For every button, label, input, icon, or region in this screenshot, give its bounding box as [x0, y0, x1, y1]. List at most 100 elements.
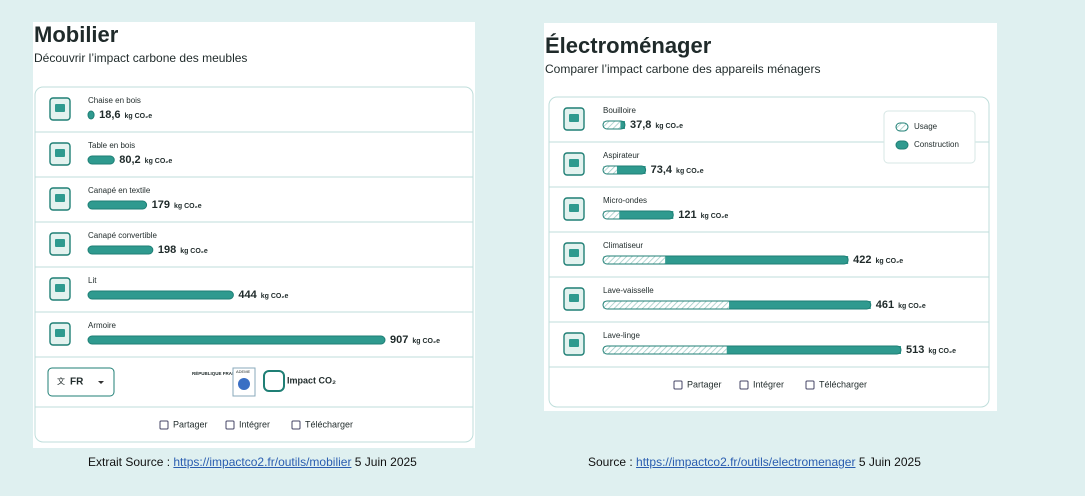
unit-label: kg CO₂e — [125, 113, 153, 120]
value-label: 461 — [876, 299, 894, 311]
caption: Extrait Source : https://impactco2.fr/ou… — [88, 455, 417, 469]
bar — [87, 110, 95, 120]
card — [34, 86, 474, 443]
unit-label: kg CO₂e — [928, 348, 956, 355]
button-label[interactable]: Intégrer — [239, 419, 270, 429]
value-label: 422 — [853, 254, 871, 266]
caption-prefix: Source : — [588, 455, 633, 469]
bar — [87, 245, 154, 255]
unit-label: kg CO₂e — [676, 168, 704, 175]
button-icon[interactable] — [805, 380, 815, 390]
panel-subtitle: Découvrir l’impact carbone des meubles — [34, 51, 247, 65]
caption-prefix: Extrait Source : — [88, 455, 171, 469]
value-label: 444 — [238, 289, 257, 301]
panel-title: Électroménager — [545, 33, 712, 58]
item-icon-detail — [55, 194, 65, 202]
item-label: Lave-linge — [603, 331, 640, 340]
bar-usage — [603, 256, 666, 264]
unit-label: kg CO₂e — [174, 203, 202, 210]
value-label: 80,2 — [119, 154, 140, 166]
logo-rf: RÉPUBLIQUE FRANÇAISE — [192, 369, 249, 376]
item-icon-detail — [55, 284, 65, 292]
bar-construction — [726, 346, 901, 354]
unit-label: kg CO₂e — [655, 123, 683, 130]
logo-impact-text: Impact CO₂ — [287, 375, 336, 385]
value-label: 37,8 — [630, 119, 651, 131]
item-label: Lave-vaisselle — [603, 286, 654, 295]
button-label[interactable]: Partager — [687, 379, 722, 389]
item-label: Bouilloire — [603, 106, 636, 115]
unit-label: kg CO₂e — [412, 338, 440, 345]
item-icon-detail — [569, 339, 579, 347]
bar-outline — [602, 255, 849, 265]
value-label: 73,4 — [651, 164, 673, 176]
legend-swatch — [895, 140, 909, 150]
button-label[interactable]: Intégrer — [753, 379, 784, 389]
item-label: Armoire — [88, 321, 117, 330]
item-icon-detail — [569, 159, 579, 167]
button-label[interactable]: Partager — [173, 419, 208, 429]
item-label: Canapé en textile — [88, 186, 151, 195]
item-label: Lit — [88, 276, 97, 285]
unit-label: kg CO₂e — [261, 293, 289, 300]
item-label: Chaise en bois — [88, 96, 141, 105]
item-icon-detail — [55, 329, 65, 337]
bar-outline — [602, 210, 674, 220]
button-label[interactable]: Télécharger — [305, 419, 353, 429]
unit-label: kg CO₂e — [701, 213, 729, 220]
item-icon-detail — [569, 114, 579, 122]
bar — [87, 155, 115, 165]
screen: Mobilier Découvrir l’impact carbone des m… — [33, 22, 997, 448]
item-icon-detail — [55, 104, 65, 112]
item-icon-detail — [55, 239, 65, 247]
bar-outline — [602, 120, 626, 130]
value-label: 121 — [678, 209, 696, 221]
bar-construction — [616, 166, 646, 174]
bar-construction — [665, 256, 849, 264]
caption-link[interactable]: https://impactco2.fr/outils/electromenag… — [636, 455, 856, 469]
caption-link[interactable]: https://impactco2.fr/outils/mobilier — [173, 455, 352, 469]
bar-usage — [603, 211, 620, 219]
caption: Source : https://impactco2.fr/outils/ele… — [588, 455, 921, 469]
bar — [87, 200, 148, 210]
logo-impact-icon — [263, 370, 285, 392]
item-icon-detail — [55, 149, 65, 157]
button-icon[interactable] — [291, 420, 301, 430]
bar — [87, 290, 234, 300]
caption-date: 5 Juin 2025 — [858, 455, 921, 469]
unit-label: kg CO₂e — [180, 248, 208, 255]
unit-label: kg CO₂e — [875, 258, 903, 265]
item-label: Micro-ondes — [603, 196, 647, 205]
bar — [87, 335, 386, 345]
bar-usage — [603, 301, 730, 309]
dropdown-caret — [98, 381, 104, 384]
item-label: Aspirateur — [603, 151, 640, 160]
button-icon[interactable] — [225, 420, 235, 430]
item-icon-detail — [569, 204, 579, 212]
unit-label: kg CO₂e — [898, 303, 926, 310]
button-icon[interactable] — [739, 380, 749, 390]
value-label: 198 — [158, 244, 176, 256]
bar-outline — [602, 300, 872, 310]
language-select[interactable] — [47, 367, 115, 397]
legend-label: Usage — [914, 122, 938, 131]
legend-swatch — [895, 122, 909, 132]
caption-date: 5 Juin 2025 — [354, 455, 417, 469]
value-label: 179 — [152, 199, 170, 211]
button-label[interactable]: Télécharger — [819, 379, 867, 389]
bar-construction — [620, 121, 625, 129]
card — [548, 96, 990, 408]
item-icon-detail — [569, 294, 579, 302]
logo-ademe-globe — [238, 378, 250, 390]
unit-label: kg CO₂e — [145, 158, 173, 165]
button-icon[interactable] — [673, 380, 683, 390]
item-label: Table en bois — [88, 141, 135, 150]
value-label: 907 — [390, 334, 408, 346]
logo-ademe-text: ADEME — [236, 369, 251, 374]
bar-construction — [619, 211, 674, 219]
bar-usage — [603, 166, 617, 174]
button-icon[interactable] — [159, 420, 169, 430]
bar-outline — [602, 345, 902, 355]
panel-title: Mobilier — [34, 22, 119, 47]
